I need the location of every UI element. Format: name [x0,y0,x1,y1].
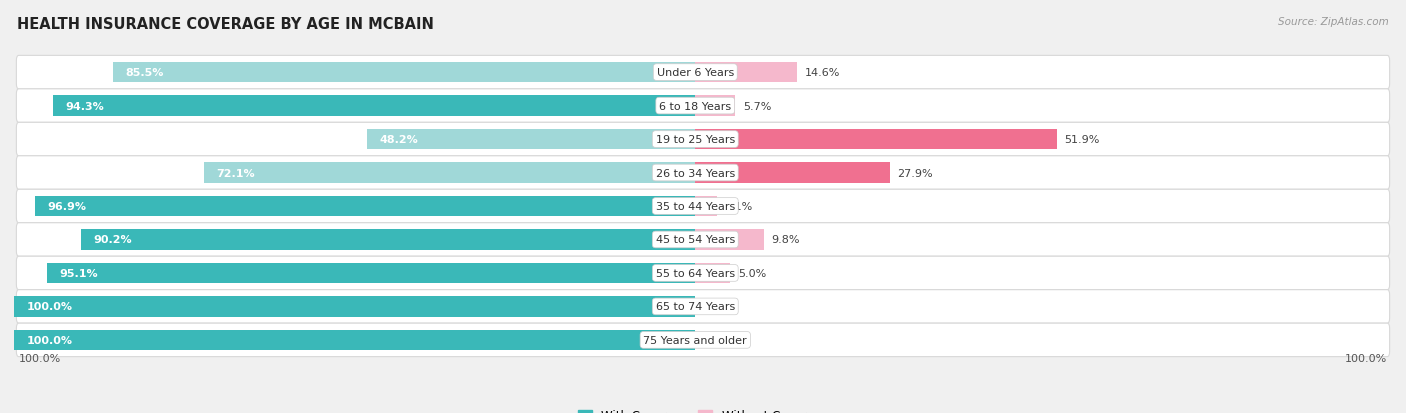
Bar [695,263,730,284]
FancyBboxPatch shape [17,56,1389,90]
Text: HEALTH INSURANCE COVERAGE BY AGE IN MCBAIN: HEALTH INSURANCE COVERAGE BY AGE IN MCBA… [17,17,433,31]
Bar [80,230,695,250]
Text: 14.6%: 14.6% [804,68,841,78]
Text: 35 to 44 Years: 35 to 44 Years [655,202,735,211]
Text: 48.2%: 48.2% [380,135,418,145]
Bar [14,330,695,350]
Legend: With Coverage, Without Coverage: With Coverage, Without Coverage [572,404,834,413]
Text: 72.1%: 72.1% [217,168,254,178]
Text: 3.1%: 3.1% [724,202,752,211]
FancyBboxPatch shape [17,123,1389,157]
Text: 100.0%: 100.0% [27,335,73,345]
FancyBboxPatch shape [17,90,1389,123]
Bar [695,129,1057,150]
Bar [14,296,695,317]
Text: 85.5%: 85.5% [125,68,163,78]
Text: 65 to 74 Years: 65 to 74 Years [655,301,735,312]
Bar [695,163,890,183]
Text: 51.9%: 51.9% [1064,135,1099,145]
Text: Source: ZipAtlas.com: Source: ZipAtlas.com [1278,17,1389,26]
Text: 94.3%: 94.3% [65,101,104,112]
Bar [53,96,695,117]
Text: 100.0%: 100.0% [27,301,73,312]
Bar [695,96,735,117]
Text: 19 to 25 Years: 19 to 25 Years [655,135,735,145]
FancyBboxPatch shape [17,190,1389,223]
Text: 0.0%: 0.0% [703,301,731,312]
Bar [204,163,695,183]
Text: 27.9%: 27.9% [897,168,934,178]
Text: 75 Years and older: 75 Years and older [644,335,747,345]
Bar [695,63,797,83]
Bar [35,196,695,217]
Text: 6 to 18 Years: 6 to 18 Years [659,101,731,112]
Text: 100.0%: 100.0% [18,353,60,363]
Bar [695,230,763,250]
Text: 26 to 34 Years: 26 to 34 Years [655,168,735,178]
Bar [112,63,695,83]
Text: 55 to 64 Years: 55 to 64 Years [655,268,735,278]
Text: 45 to 54 Years: 45 to 54 Years [655,235,735,245]
Text: 95.1%: 95.1% [60,268,98,278]
Bar [695,196,717,217]
Text: 0.0%: 0.0% [703,335,731,345]
FancyBboxPatch shape [17,290,1389,323]
Text: 5.0%: 5.0% [738,268,766,278]
Bar [367,129,695,150]
Text: 5.7%: 5.7% [742,101,770,112]
Text: 96.9%: 96.9% [48,202,87,211]
Text: 90.2%: 90.2% [93,235,132,245]
Bar [48,263,695,284]
FancyBboxPatch shape [17,223,1389,256]
Text: 9.8%: 9.8% [772,235,800,245]
FancyBboxPatch shape [17,157,1389,190]
Text: Under 6 Years: Under 6 Years [657,68,734,78]
Text: 100.0%: 100.0% [1346,353,1388,363]
FancyBboxPatch shape [17,323,1389,357]
FancyBboxPatch shape [17,256,1389,290]
